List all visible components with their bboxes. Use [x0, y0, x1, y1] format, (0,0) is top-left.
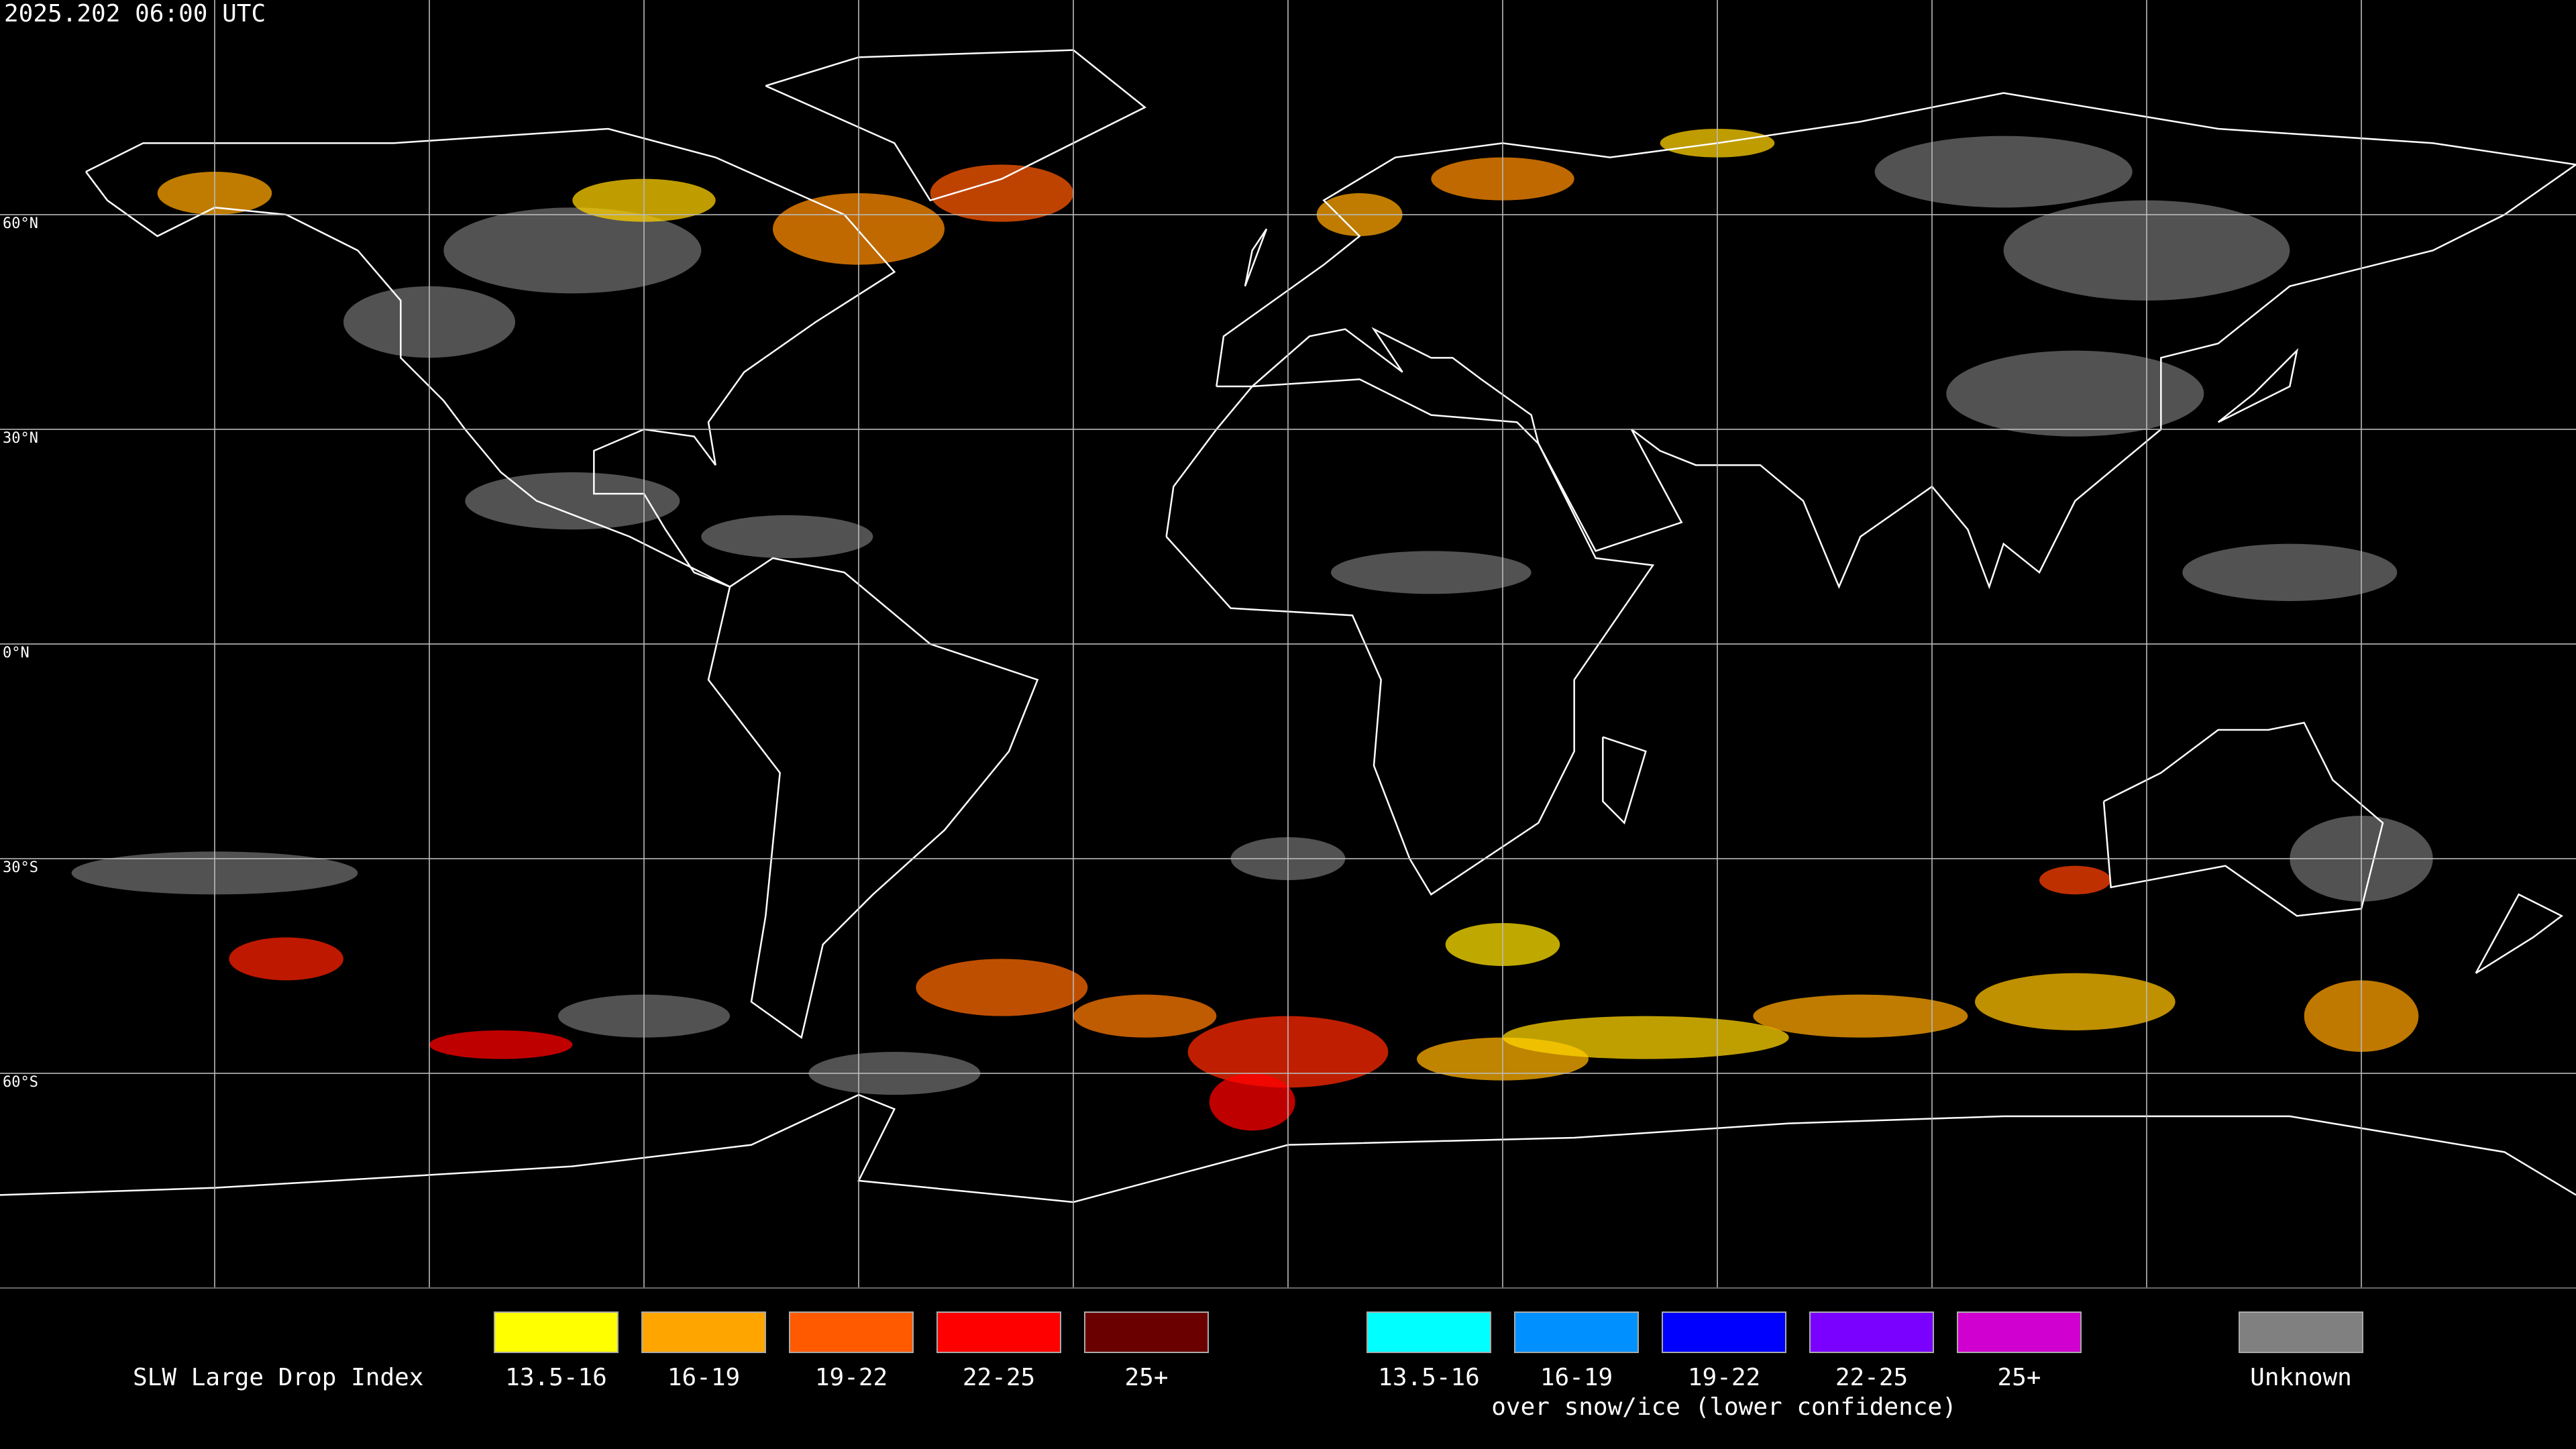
legend-label: 25+ [1997, 1364, 2041, 1391]
legend-label: 19-22 [1688, 1364, 1760, 1391]
cloud-patch [1330, 551, 1532, 594]
legend-swatch [1957, 1311, 2082, 1353]
legend: SLW Large Drop Index 13.5-16 16-19 19-22 22… [133, 1311, 2363, 1421]
coastline [2102, 721, 2384, 917]
legend-label: 13.5-16 [1378, 1364, 1480, 1391]
coastline [2475, 893, 2564, 974]
legend-swatch [494, 1311, 619, 1353]
legend-title: SLW Large Drop Index [133, 1364, 423, 1391]
latitude-label: 60°S [3, 1074, 38, 1091]
legend-swatch [936, 1311, 1061, 1353]
coastline [1216, 92, 2576, 590]
cloud-patch [2182, 543, 2398, 601]
coastline [707, 557, 1039, 1039]
latitude-label: 30°S [3, 859, 38, 876]
coastline [2217, 347, 2299, 423]
legend-label: 16-19 [1540, 1364, 1613, 1391]
cloud-patch [1503, 1016, 1789, 1059]
graticule: 60°N 30°N 0°N 30°S 60°S [0, 0, 2576, 1288]
cloud-patch [1975, 973, 2176, 1031]
cloud-patch [1946, 350, 2204, 437]
timestamp: 2025.202 06:00 UTC [4, 0, 266, 28]
cloud-patch [916, 959, 1088, 1016]
cloud-patch [443, 207, 702, 294]
legend-label: 22-25 [1835, 1364, 1908, 1391]
legend-swatch [1809, 1311, 1934, 1353]
legend-swatch [1514, 1311, 1639, 1353]
cloud-patch [229, 937, 343, 981]
latitude-label: 30°N [3, 430, 38, 447]
legend-swatch [789, 1311, 914, 1353]
legend-swatch [641, 1311, 766, 1353]
coastline [1602, 736, 1647, 825]
legend-swatch [1662, 1311, 1786, 1353]
legend-label: 25+ [1124, 1364, 1168, 1391]
cloud-patch [2039, 865, 2111, 895]
cloud-patch [1753, 994, 1968, 1038]
legend-label: 13.5-16 [505, 1364, 607, 1391]
legend-label: Unknown [2250, 1364, 2352, 1391]
coastline [85, 127, 896, 588]
cloud-patch [1209, 1073, 1295, 1131]
coastline [1165, 378, 1655, 896]
coastline [1244, 228, 1268, 287]
legend-swatch [1084, 1311, 1209, 1353]
legend-label: 19-22 [815, 1364, 888, 1391]
legend-swatch [1366, 1311, 1491, 1353]
cloud-patch [429, 1030, 573, 1059]
latitude-label: 0°N [3, 645, 30, 661]
legend-caption: over snow/ice (lower confidence) [1491, 1393, 1957, 1421]
cloud-patch [1874, 136, 2133, 208]
cloud-patch [930, 164, 1074, 222]
legend-label: 22-25 [963, 1364, 1035, 1391]
latitude-label: 60°N [3, 215, 38, 232]
legend-label: 16-19 [667, 1364, 740, 1391]
legend-swatch [2239, 1311, 2363, 1353]
cloud-patch [1073, 994, 1217, 1038]
cloud-patch [701, 515, 873, 558]
